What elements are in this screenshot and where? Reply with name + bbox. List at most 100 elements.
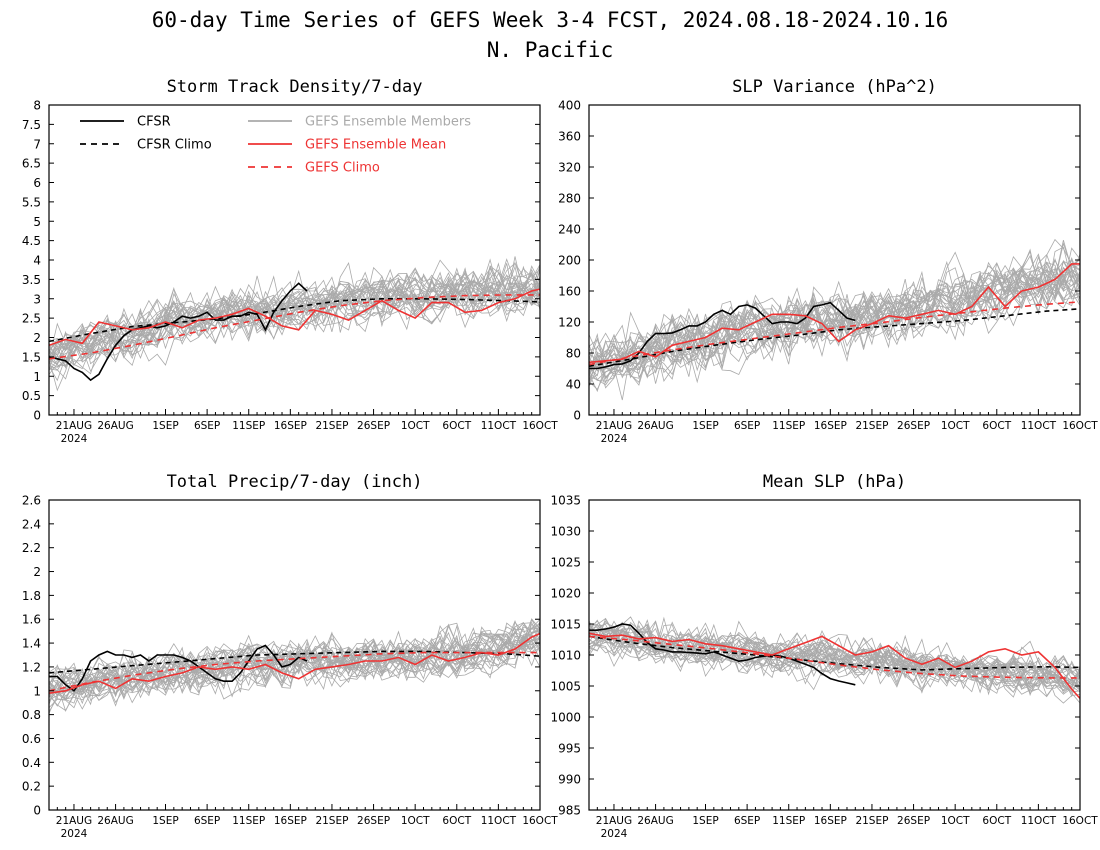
y-tick-label: 120 [558, 316, 581, 330]
y-tick-label: 1.8 [22, 589, 41, 603]
ensemble-member-line [589, 253, 1080, 379]
ensemble-member-line [589, 619, 1080, 688]
gefs-climo-line [49, 651, 540, 692]
y-tick-label: 6.5 [22, 157, 41, 171]
y-tick-label: 7.5 [22, 118, 41, 132]
legend: CFSR CFSR Climo GEFS Ensemble Members GEFS … [80, 115, 471, 176]
y-tick-label: 0 [573, 409, 581, 423]
legend-ensemble-members: GEFS Ensemble Members [248, 115, 471, 130]
x-year-label: 2024 [61, 433, 88, 445]
x-tick-label: 26SEP [357, 815, 390, 827]
y-tick-label: 240 [558, 223, 581, 237]
x-tick-label: 16SEP [274, 420, 307, 432]
panel-title: Mean SLP (hPa) [763, 472, 906, 492]
y-tick-label: 40 [566, 378, 581, 392]
y-tick-label: 400 [558, 99, 581, 113]
ensemble-member-line [49, 272, 540, 373]
x-tick-label: 21SEP [855, 420, 888, 432]
y-tick-label: 2.2 [22, 541, 41, 555]
x-tick-label: 11SEP [232, 420, 265, 432]
x-tick-label: 1SEP [692, 815, 718, 827]
gefs-climo-line [589, 301, 1080, 366]
ensemble-member-line [589, 255, 1080, 378]
gefs-climo-line [49, 294, 540, 360]
x-tick-label: 1OCT [941, 420, 970, 432]
ensemble-member-line [49, 618, 540, 714]
ensemble-member-line [49, 256, 540, 363]
ensemble-mean-line [49, 632, 540, 694]
cfsr-line [49, 282, 308, 382]
ensemble-member-line [589, 239, 1080, 385]
x-tick-label: 21AUG [56, 420, 92, 432]
x-tick-label: 6OCT [442, 420, 471, 432]
ensemble-member-line [49, 267, 540, 370]
y-tick-label: 2 [33, 331, 41, 345]
y-tick-label: 360 [558, 130, 581, 144]
y-tick-label: 200 [558, 254, 581, 268]
legend-label: CFSR Climo [137, 138, 212, 153]
y-tick-label: 0.2 [22, 780, 41, 794]
y-tick-label: 995 [558, 742, 581, 756]
ensemble-member-line [49, 623, 540, 707]
y-tick-label: 2.5 [22, 312, 41, 326]
x-tick-label: 1OCT [401, 815, 430, 827]
x-tick-label: 6SEP [734, 420, 760, 432]
gefs-climo-line [589, 635, 1080, 679]
panel-title: Total Precip/7-day (inch) [167, 472, 423, 492]
legend-label: GEFS Ensemble Members [305, 115, 471, 130]
x-tick-label: 11OCT [481, 420, 517, 432]
plot-frame [48, 499, 541, 811]
y-tick-label: 1 [33, 684, 41, 698]
x-tick-label: 1SEP [152, 815, 178, 827]
y-tick-label: 1005 [550, 680, 581, 694]
y-tick-label: 0.6 [22, 732, 41, 746]
legend-cfsr-climo: CFSR Climo [80, 138, 212, 153]
y-tick-label: 2.6 [22, 494, 41, 508]
x-year-label: 2024 [601, 433, 628, 445]
y-tick-label: 1.2 [22, 660, 41, 674]
y-tick-label: 80 [566, 347, 581, 361]
ensemble-member-line [49, 618, 540, 699]
ensemble-member-line [49, 628, 540, 701]
x-tick-label: 1OCT [941, 815, 970, 827]
ensemble-mean-line [49, 288, 540, 347]
x-year-label: 2024 [601, 828, 628, 840]
x-tick-label: 6SEP [734, 815, 760, 827]
cfsr-line [49, 644, 308, 692]
x-tick-label: 11SEP [232, 815, 265, 827]
ensemble-member-line [49, 622, 540, 701]
x-tick-label: 11OCT [1021, 420, 1057, 432]
legend-gefs-climo: GEFS Climo [248, 161, 380, 176]
y-tick-label: 1015 [550, 618, 581, 632]
x-tick-label: 6SEP [194, 815, 220, 827]
x-tick-label: 21AUG [596, 815, 632, 827]
y-tick-label: 2.4 [22, 517, 41, 531]
panel-3: Total Precip/7-day (inch)00.20.40.60.811… [22, 472, 558, 840]
x-tick-label: 11OCT [1021, 815, 1057, 827]
figure-subtitle: N. Pacific [487, 38, 613, 62]
ensemble-member-line [49, 269, 540, 358]
x-tick-label: 26SEP [897, 420, 930, 432]
ensemble-member-line [589, 250, 1080, 382]
ensemble-members [589, 616, 1080, 704]
y-tick-label: 1 [33, 370, 41, 384]
y-tick-label: 4 [33, 254, 41, 268]
ensemble-member-line [49, 264, 540, 370]
ensemble-member-line [589, 620, 1080, 692]
x-tick-label: 16SEP [814, 815, 847, 827]
y-tick-label: 0.4 [22, 756, 41, 770]
ensemble-member-line [589, 268, 1080, 386]
x-tick-label: 1OCT [401, 420, 430, 432]
x-tick-label: 26SEP [897, 815, 930, 827]
y-tick-label: 1000 [550, 711, 581, 725]
y-tick-label: 1.4 [22, 637, 41, 651]
x-tick-label: 1SEP [692, 420, 718, 432]
y-tick-label: 6 [33, 176, 41, 190]
x-tick-label: 21AUG [56, 815, 92, 827]
x-tick-label: 26AUG [97, 815, 133, 827]
x-tick-label: 26AUG [97, 420, 133, 432]
panel-title: Storm Track Density/7-day [167, 77, 423, 97]
cfsr-climo-line [589, 635, 1080, 671]
y-tick-label: 1025 [550, 556, 581, 570]
